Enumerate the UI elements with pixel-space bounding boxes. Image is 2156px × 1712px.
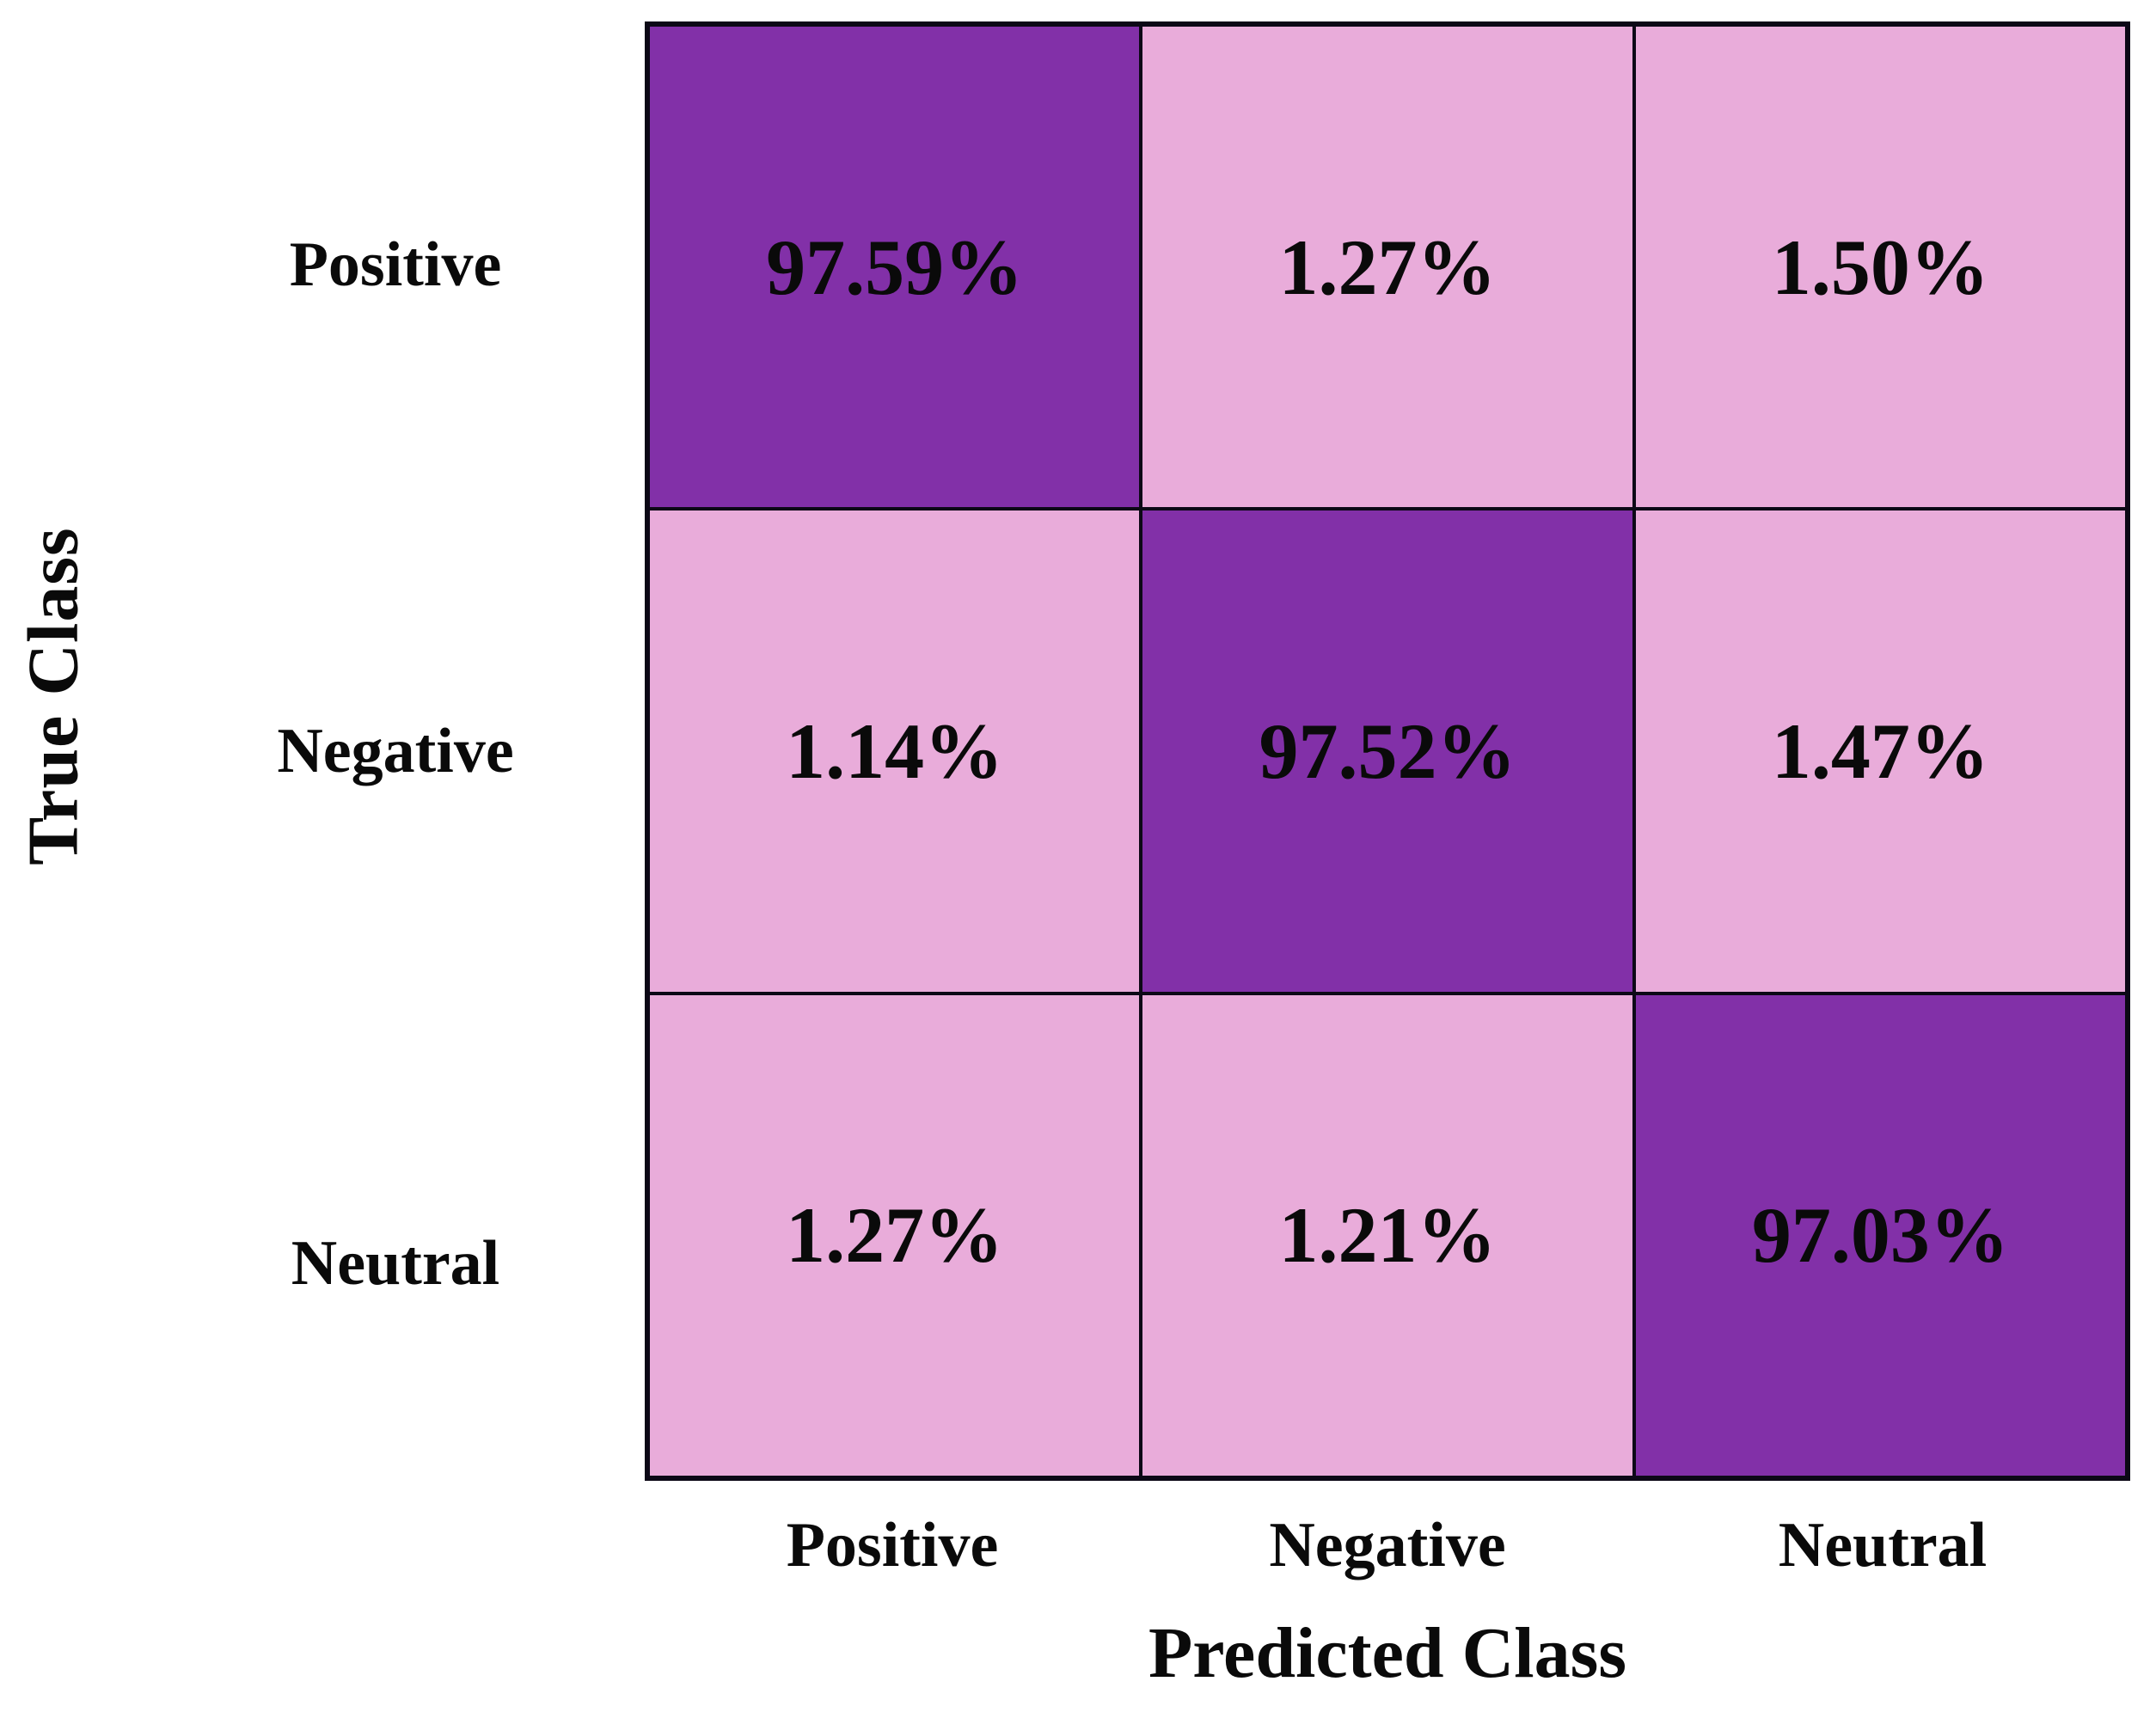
matrix-cell-1-2: 1.47% <box>1635 511 2125 992</box>
row-label-neutral: Neutral <box>291 1227 500 1299</box>
matrix-cell-1-0: 1.14% <box>650 511 1140 992</box>
matrix-cell-1-1: 97.52% <box>1142 511 1632 992</box>
y-axis-title: True Class <box>13 527 94 865</box>
col-label-positive: Positive <box>786 1509 999 1581</box>
matrix-cell-0-0: 97.59% <box>650 27 1140 508</box>
col-label-negative: Negative <box>1269 1509 1506 1581</box>
matrix-cell-2-1: 1.21% <box>1142 994 1632 1476</box>
confusion-matrix-grid: 97.59% 1.27% 1.50% 1.14% 97.52% 1.47% 1.… <box>645 21 2130 1481</box>
row-label-negative: Negative <box>277 715 514 786</box>
matrix-cell-0-2: 1.50% <box>1635 27 2125 508</box>
col-label-neutral: Neutral <box>1778 1509 1988 1581</box>
x-axis-title: Predicted Class <box>1148 1612 1627 1693</box>
row-label-positive: Positive <box>289 229 502 300</box>
matrix-cell-2-0: 1.27% <box>650 994 1140 1476</box>
matrix-cell-2-2: 97.03% <box>1635 994 2125 1476</box>
matrix-cell-0-1: 1.27% <box>1142 27 1632 508</box>
